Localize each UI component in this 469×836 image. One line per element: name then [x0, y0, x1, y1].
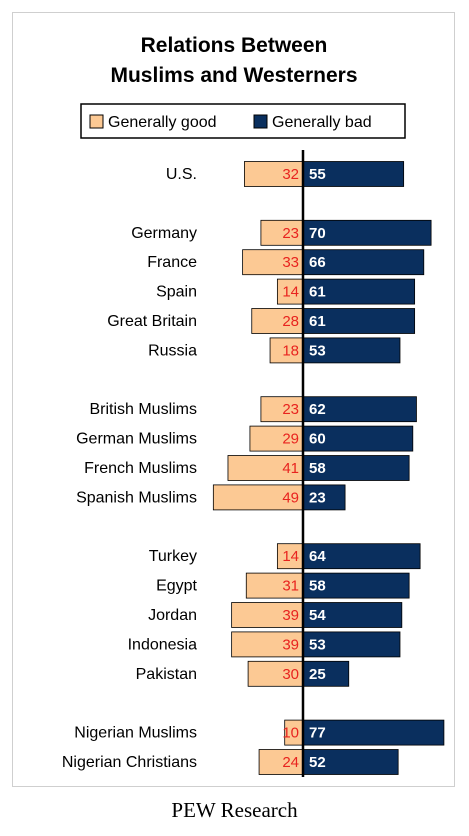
- value-good-u-s: 32: [282, 166, 299, 183]
- legend: Generally good Generally bad: [80, 103, 406, 139]
- chart-title-line2: Muslims and Westerners: [110, 64, 357, 87]
- bar-bad-spain: [302, 278, 416, 305]
- legend-swatch-good: [89, 114, 104, 129]
- bar-good-german-muslims: [249, 425, 304, 452]
- value-good-spanish-muslims: 49: [282, 489, 299, 506]
- category-label-spain: Spain: [156, 284, 197, 301]
- value-bad-pakistan: 25: [309, 666, 326, 683]
- category-label-france: France: [147, 254, 197, 271]
- category-label-great-britain: Great Britain: [107, 313, 197, 330]
- bar-good-french-muslims: [227, 455, 304, 481]
- category-label-nigerian-muslims: Nigerian Muslims: [74, 725, 197, 742]
- legend-box: [80, 103, 406, 139]
- value-good-france: 33: [282, 254, 299, 271]
- category-label-french-muslims: French Muslims: [84, 460, 197, 477]
- chart-title-line1: Relations Between: [141, 34, 328, 57]
- value-bad-french-muslims: 58: [309, 460, 326, 477]
- category-label-pakistan: Pakistan: [136, 666, 197, 683]
- value-good-russia: 18: [282, 342, 299, 359]
- bar-good-indonesia: [231, 631, 304, 658]
- bar-good-jordan: [231, 602, 304, 628]
- value-bad-german-muslims: 60: [309, 431, 326, 448]
- bar-good-spanish-muslims: [212, 484, 304, 511]
- value-good-nigerian-christians: 24: [282, 754, 299, 771]
- category-label-germany: Germany: [131, 225, 197, 242]
- value-bad-spain: 61: [309, 284, 326, 301]
- category-label-u-s: U.S.: [166, 166, 197, 183]
- value-bad-great-britain: 61: [309, 313, 326, 330]
- value-good-turkey: 14: [282, 548, 299, 565]
- bar-bad-russia: [302, 337, 401, 364]
- category-label-turkey: Turkey: [149, 548, 197, 565]
- bar-bad-indonesia: [302, 631, 401, 658]
- value-good-nigerian-muslims: 10: [282, 725, 299, 742]
- bar-bad-pakistan: [302, 660, 350, 687]
- value-bad-germany: 70: [309, 225, 326, 242]
- category-label-german-muslims: German Muslims: [76, 431, 197, 448]
- bar-good-pakistan: [247, 660, 304, 687]
- bar-bad-spanish-muslims: [302, 484, 346, 511]
- category-label-jordan: Jordan: [148, 607, 197, 624]
- value-bad-nigerian-muslims: 77: [309, 725, 326, 742]
- value-bad-egypt: 58: [309, 578, 326, 595]
- value-bad-u-s: 55: [309, 166, 326, 183]
- value-good-jordan: 39: [282, 607, 299, 624]
- category-label-russia: Russia: [148, 342, 197, 359]
- value-bad-nigerian-christians: 52: [309, 754, 326, 771]
- legend-swatch-bad: [253, 114, 268, 129]
- value-good-british-muslims: 23: [282, 401, 299, 418]
- bar-good-russia: [269, 337, 304, 364]
- bar-bad-great-britain: [302, 308, 416, 334]
- bar-bad-nigerian-muslims: [302, 719, 445, 746]
- chart: Relations Between Muslims and Westerners…: [62, 34, 445, 777]
- category-label-british-muslims: British Muslims: [89, 401, 197, 418]
- value-bad-turkey: 64: [309, 548, 326, 565]
- bar-good-germany: [260, 219, 304, 246]
- value-good-indonesia: 39: [282, 636, 299, 653]
- value-bad-indonesia: 53: [309, 636, 326, 653]
- value-bad-france: 66: [309, 254, 326, 271]
- value-good-egypt: 31: [282, 578, 299, 595]
- legend-label-good: Generally good: [108, 114, 217, 131]
- bar-bad-u-s: [302, 161, 405, 187]
- value-good-spain: 14: [282, 284, 299, 301]
- value-bad-russia: 53: [309, 342, 326, 359]
- bar-good-turkey: [276, 543, 304, 570]
- category-label-egypt: Egypt: [156, 578, 197, 595]
- category-label-nigerian-christians: Nigerian Christians: [62, 754, 197, 771]
- value-good-pakistan: 30: [282, 666, 299, 683]
- value-good-german-muslims: 29: [282, 431, 299, 448]
- bar-bad-nigerian-christians: [302, 749, 399, 775]
- bar-bad-jordan: [302, 602, 403, 628]
- bar-good-u-s: [244, 161, 304, 187]
- value-bad-british-muslims: 62: [309, 401, 326, 418]
- bars-layer: 32 55 U.S. 23 70 Germany 33 66 France 14 61 Spain 28…: [62, 161, 445, 775]
- value-good-great-britain: 28: [282, 313, 299, 330]
- category-label-spanish-muslims: Spanish Muslims: [76, 489, 197, 506]
- bar-good-egypt: [245, 572, 304, 599]
- value-good-french-muslims: 41: [282, 460, 299, 477]
- value-bad-jordan: 54: [309, 607, 326, 624]
- bar-good-spain: [276, 278, 304, 305]
- bar-bad-french-muslims: [302, 455, 410, 481]
- bar-bad-egypt: [302, 572, 410, 599]
- bar-good-france: [242, 249, 304, 276]
- source-credit: PEW Research: [171, 798, 298, 822]
- value-good-germany: 23: [282, 225, 299, 242]
- value-bad-spanish-muslims: 23: [309, 489, 326, 506]
- legend-label-bad: Generally bad: [272, 114, 372, 131]
- category-label-indonesia: Indonesia: [128, 636, 197, 653]
